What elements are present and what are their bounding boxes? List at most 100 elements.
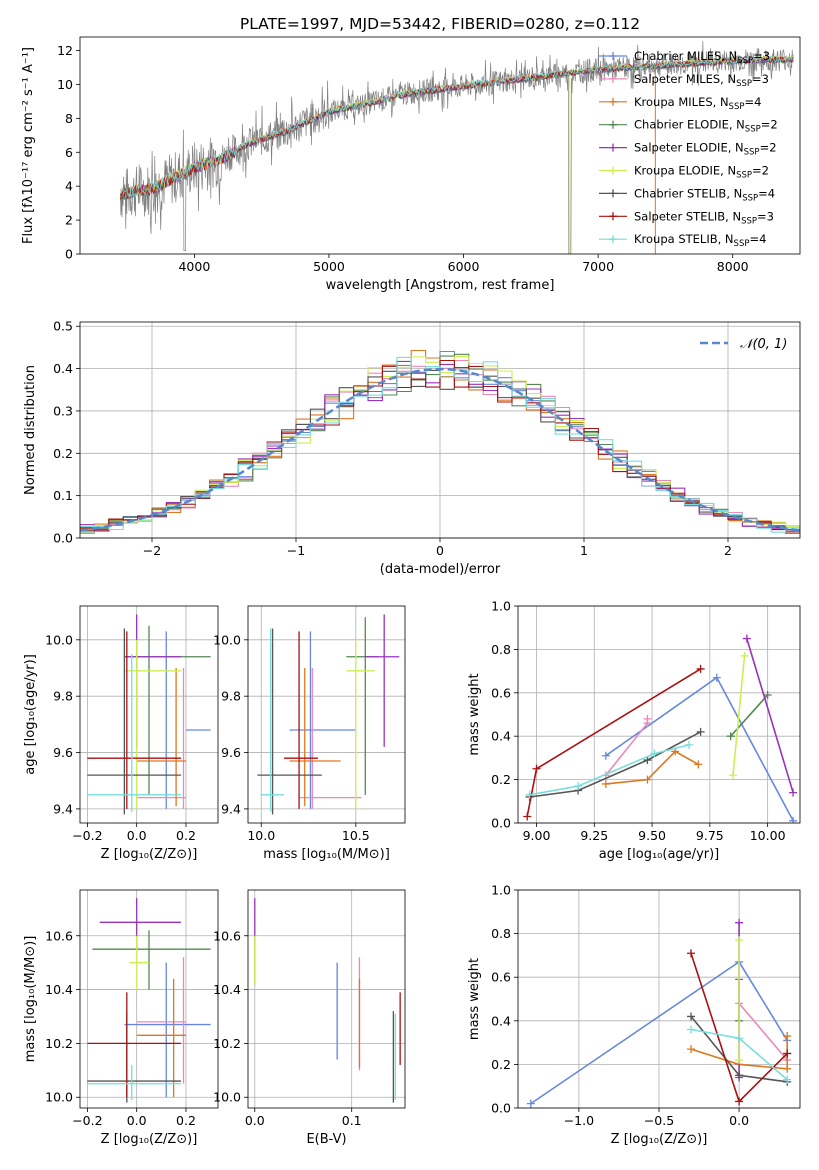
x-axis-label: Z [log₁₀(Z/Z⊙)] xyxy=(611,1132,708,1147)
spectrum-legend: Chabrier MILES, NSSP=3 Salpeter MILES, NS… xyxy=(599,49,778,249)
y-tick-label: 10.6 xyxy=(213,928,241,943)
y-tick-label: 0.0 xyxy=(491,816,511,831)
data-point-marker xyxy=(687,1012,696,1021)
y-tick-label: 0.4 xyxy=(53,361,73,376)
y-tick-label: 10.2 xyxy=(45,1036,73,1051)
y-tick-label: 10.0 xyxy=(213,1090,241,1105)
error-bar-point xyxy=(87,628,182,815)
data-point-marker xyxy=(609,97,617,106)
data-point-marker xyxy=(740,651,749,660)
axes-mass-Z: −0.2 0.0 0.2 10.0 10.2 10.4 10.6 Z [log₁₀(Z/Z⊙)… xyxy=(23,889,219,1147)
y-tick-label: 2 xyxy=(65,213,73,228)
error-bar-point xyxy=(257,628,322,815)
data-point-marker xyxy=(735,1034,744,1043)
error-bar-point xyxy=(346,617,379,795)
y-tick-label: 12 xyxy=(57,43,73,58)
axes-spectrum: 4000 5000 6000 7000 8000 0 2 4 6 8 10 12 wavelength … xyxy=(21,36,801,293)
x-tick-label: −2 xyxy=(143,543,161,558)
data-point-marker xyxy=(694,760,703,769)
data-point-marker xyxy=(735,1056,744,1065)
data-point-marker xyxy=(609,166,617,175)
x-axis-label: (data-model)/error xyxy=(380,562,501,577)
y-tick-label: 1.0 xyxy=(491,599,511,614)
y-tick-label: 0.2 xyxy=(491,772,511,787)
data-point-marker xyxy=(742,634,751,643)
legend-label: Salpeter STELIB, NSSP=3 xyxy=(634,209,774,226)
error-bar-point xyxy=(283,631,318,809)
data-point-marker xyxy=(783,1075,792,1084)
data-point-marker xyxy=(687,1045,696,1054)
data-point-marker xyxy=(526,1099,535,1108)
y-tick-label: 0.5 xyxy=(53,319,73,334)
y-tick-label: 1.0 xyxy=(491,883,511,898)
y-tick-label: 10.6 xyxy=(45,928,73,943)
data-point-marker xyxy=(601,779,610,788)
data-point-marker xyxy=(687,1025,696,1034)
data-point-marker xyxy=(687,949,696,958)
legend-label: Chabrier STELIB, NSSP=4 xyxy=(634,186,775,203)
axes-mass-weight-age: 9.00 9.25 9.50 9.75 10.00 0.0 0.2 0.4 0.6 0.8 1.0 a… xyxy=(467,599,801,862)
x-axis-label: Z [log₁₀(Z/Z⊙)] xyxy=(101,847,198,862)
legend-label: Kroupa STELIB, NSSP=4 xyxy=(634,232,766,249)
plot-area-mass-ebv xyxy=(254,898,401,1103)
mass-weight-line xyxy=(529,744,690,796)
x-axis-label: wavelength [Angstrom, rest frame] xyxy=(326,278,555,293)
x-tick-label: 9.50 xyxy=(638,828,666,843)
normal-distribution-curve xyxy=(80,367,800,532)
y-tick-label: 10.4 xyxy=(45,982,73,997)
error-bar-point xyxy=(346,639,375,809)
legend-label: Salpeter ELODIE, NSSP=2 xyxy=(634,141,777,158)
y-tick-label: 9.8 xyxy=(221,689,241,704)
error-bar-point xyxy=(92,930,211,990)
axes-residuals: −2 −1 0 1 2 0.0 0.1 0.2 0.3 0.4 0.5 (data-model)/er… xyxy=(23,319,801,577)
data-point-marker xyxy=(609,189,617,198)
y-tick-label: 10.4 xyxy=(213,982,241,997)
data-point-marker xyxy=(601,751,610,760)
y-axis-label: Normed distribution xyxy=(23,365,38,495)
axes-frame xyxy=(79,605,219,824)
plot-area-age-Z xyxy=(87,614,211,815)
y-tick-label: 9.4 xyxy=(53,801,73,816)
error-bar-point xyxy=(289,631,356,809)
y-tick-label: 0.0 xyxy=(53,531,73,546)
x-tick-label: −1.0 xyxy=(564,1113,594,1128)
legend-label: Chabrier MILES, NSSP=3 xyxy=(634,49,770,66)
x-tick-label: 7000 xyxy=(582,259,614,274)
axes-age-Z: −0.2 0.0 0.2 9.4 9.6 9.8 10.0 Z [log₁₀(Z/Z⊙)] ag… xyxy=(23,605,219,862)
x-tick-label: 2 xyxy=(724,543,732,558)
y-axis-label: mass weight xyxy=(467,958,482,1040)
error-bar-point xyxy=(124,639,182,809)
x-tick-label: 5000 xyxy=(313,259,345,274)
axes-frame xyxy=(79,36,801,255)
model-spectrum-line xyxy=(120,54,794,198)
data-point-marker xyxy=(783,1049,792,1058)
error-bar-point xyxy=(136,668,186,807)
legend-label: Kroupa MILES, NSSP=4 xyxy=(634,95,761,112)
error-bar-point xyxy=(87,631,182,809)
data-point-marker xyxy=(735,1071,744,1080)
data-point-marker xyxy=(735,1097,744,1106)
y-tick-label: 9.8 xyxy=(53,689,73,704)
data-point-marker xyxy=(609,52,617,60)
y-axis-label: Flux [fλ10⁻¹⁷ erg cm⁻² s⁻¹ A⁻¹] xyxy=(21,47,36,244)
axes-frame xyxy=(517,605,801,824)
error-bar-point xyxy=(136,978,186,1098)
x-tick-label: −0.2 xyxy=(72,828,102,843)
data-point-marker xyxy=(696,664,705,673)
axes-frame xyxy=(517,889,801,1109)
x-tick-label: 9.00 xyxy=(523,828,551,843)
data-point-marker xyxy=(712,673,721,682)
data-point-marker xyxy=(574,782,583,791)
x-axis-label: age [log₁₀(age/yr)] xyxy=(599,847,720,862)
x-axis-label: E(B-V) xyxy=(306,1132,346,1147)
x-tick-label: 0.0 xyxy=(127,828,147,843)
data-point-marker xyxy=(609,143,617,152)
plot-area-mass-Z xyxy=(87,898,211,1103)
y-tick-label: 0.8 xyxy=(491,642,511,657)
y-tick-label: 8 xyxy=(65,111,73,126)
x-tick-label: 1 xyxy=(580,543,588,558)
axes-frame xyxy=(79,321,801,539)
legend-label: Kroupa ELODIE, NSSP=2 xyxy=(634,164,769,181)
error-bar-point xyxy=(129,935,149,990)
